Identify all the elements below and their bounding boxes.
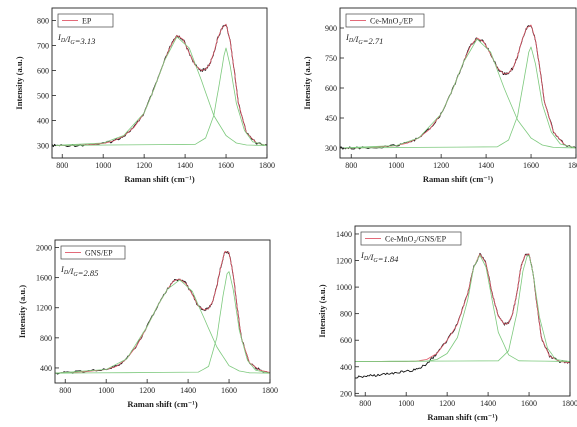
y-tick-label: 450 — [325, 114, 337, 123]
series-peak-3 — [51, 36, 268, 146]
x-tick-label: 1000 — [398, 399, 414, 408]
legend-box — [360, 231, 462, 246]
series-peak-3 — [54, 279, 271, 374]
x-axis-title: Raman shift (cm⁻¹) — [427, 412, 497, 422]
y-tick-label: 1400 — [336, 230, 352, 239]
plot-frame — [339, 7, 577, 159]
intensity-ratio-label: ID/IG=2.85 — [60, 264, 98, 278]
y-axis-title: Intensity (a.u.) — [317, 284, 327, 337]
y-tick-label: 1200 — [36, 304, 52, 313]
raman-panel-2: 800 1000 1200 1400 1600 1800 300 450 600 750 900 Ra… — [302, 7, 577, 184]
x-tick-label: 1600 — [218, 161, 234, 170]
y-tick-label: 400 — [340, 363, 352, 372]
x-tick-label: 1200 — [439, 399, 455, 408]
legend-box — [60, 245, 126, 260]
y-tick-label: 600 — [325, 84, 337, 93]
raman-panel-1: 800 1000 1200 1400 1600 1800 300 400 500 600 700 80… — [14, 7, 275, 184]
legend-label: GNS/EP — [85, 249, 113, 258]
y-tick-label: 1200 — [336, 257, 352, 266]
y-tick-label: 1600 — [36, 274, 52, 283]
x-tick-label: 800 — [59, 386, 71, 395]
y-tick-label: 1000 — [336, 283, 352, 292]
legend-label: EP — [82, 17, 92, 26]
x-tick-label: 1600 — [221, 386, 237, 395]
raman-panel-4: 800 1000 1200 1400 1600 1800 200 400 600 800 1000 1… — [317, 225, 577, 422]
y-axis-title: Intensity (a.u.) — [302, 56, 312, 109]
x-tick-label: 1800 — [259, 161, 275, 170]
series-fit-2 — [52, 23, 268, 146]
x-tick-label: 1400 — [177, 161, 193, 170]
y-tick-label: 200 — [340, 389, 352, 398]
x-tick-label: 1200 — [136, 161, 152, 170]
y-tick-label: 700 — [37, 42, 49, 51]
legend-box — [57, 13, 114, 28]
series-fit-2 — [54, 250, 271, 374]
plot-frame — [54, 239, 271, 384]
legend-label: Ce-MnO₂/GNS/EP — [385, 235, 447, 244]
y-tick-label: 900 — [325, 24, 337, 33]
series-peak-4 — [51, 47, 268, 146]
y-axis-title: Intensity (a.u.) — [14, 56, 24, 109]
x-tick-label: 1800 — [568, 161, 577, 170]
y-tick-label: 300 — [325, 144, 337, 153]
x-tick-label: 1200 — [433, 161, 449, 170]
plot-frame — [51, 7, 268, 159]
y-tick-label: 500 — [37, 92, 49, 101]
y-tick-label: 800 — [340, 310, 352, 319]
x-tick-label: 1200 — [139, 386, 155, 395]
y-tick-label: 750 — [325, 54, 337, 63]
x-tick-label: 1000 — [388, 161, 404, 170]
x-tick-label: 1800 — [262, 386, 278, 395]
intensity-ratio-label: ID/IG=2.71 — [345, 32, 383, 46]
y-tick-label: 600 — [340, 336, 352, 345]
legend-label: Ce-MnO₂/EP — [370, 17, 413, 26]
series-raw-1 — [355, 252, 571, 379]
series-peak-3 — [339, 38, 577, 149]
y-tick-label: 400 — [40, 364, 52, 373]
series-peak-4 — [339, 46, 577, 149]
x-axis-title: Raman shift (cm⁻¹) — [124, 174, 194, 184]
y-tick-label: 400 — [37, 117, 49, 126]
raman-panel-3: 800 1000 1200 1400 1600 1800 400 800 1200 1600 200… — [17, 239, 278, 409]
series-peak-4 — [354, 254, 571, 362]
series-peak-3 — [354, 254, 571, 362]
x-tick-label: 1000 — [95, 161, 111, 170]
legend-box — [345, 13, 425, 28]
x-tick-label: 1600 — [523, 161, 539, 170]
x-tick-label: 800 — [359, 399, 371, 408]
y-tick-label: 300 — [37, 142, 49, 151]
x-tick-label: 800 — [56, 161, 68, 170]
y-tick-label: 2000 — [36, 244, 52, 253]
x-tick-label: 1600 — [521, 399, 537, 408]
y-tick-label: 600 — [37, 67, 49, 76]
x-tick-label: 1400 — [180, 386, 196, 395]
x-tick-label: 800 — [345, 161, 357, 170]
x-axis-title: Raman shift (cm⁻¹) — [127, 399, 197, 409]
intensity-ratio-label: ID/IG=1.84 — [360, 250, 399, 264]
plot-frame — [354, 225, 571, 397]
x-tick-label: 1400 — [478, 161, 494, 170]
x-axis-title: Raman shift (cm⁻¹) — [423, 174, 493, 184]
x-tick-label: 1400 — [480, 399, 496, 408]
series-peak-4 — [54, 271, 271, 374]
y-axis-title: Intensity (a.u.) — [17, 285, 27, 338]
series-fit-2 — [355, 253, 571, 364]
y-tick-label: 800 — [37, 17, 49, 26]
intensity-ratio-label: ID/IG=3.13 — [57, 32, 95, 46]
y-tick-label: 800 — [40, 334, 52, 343]
x-tick-label: 1800 — [562, 399, 577, 408]
x-tick-label: 1000 — [98, 386, 114, 395]
